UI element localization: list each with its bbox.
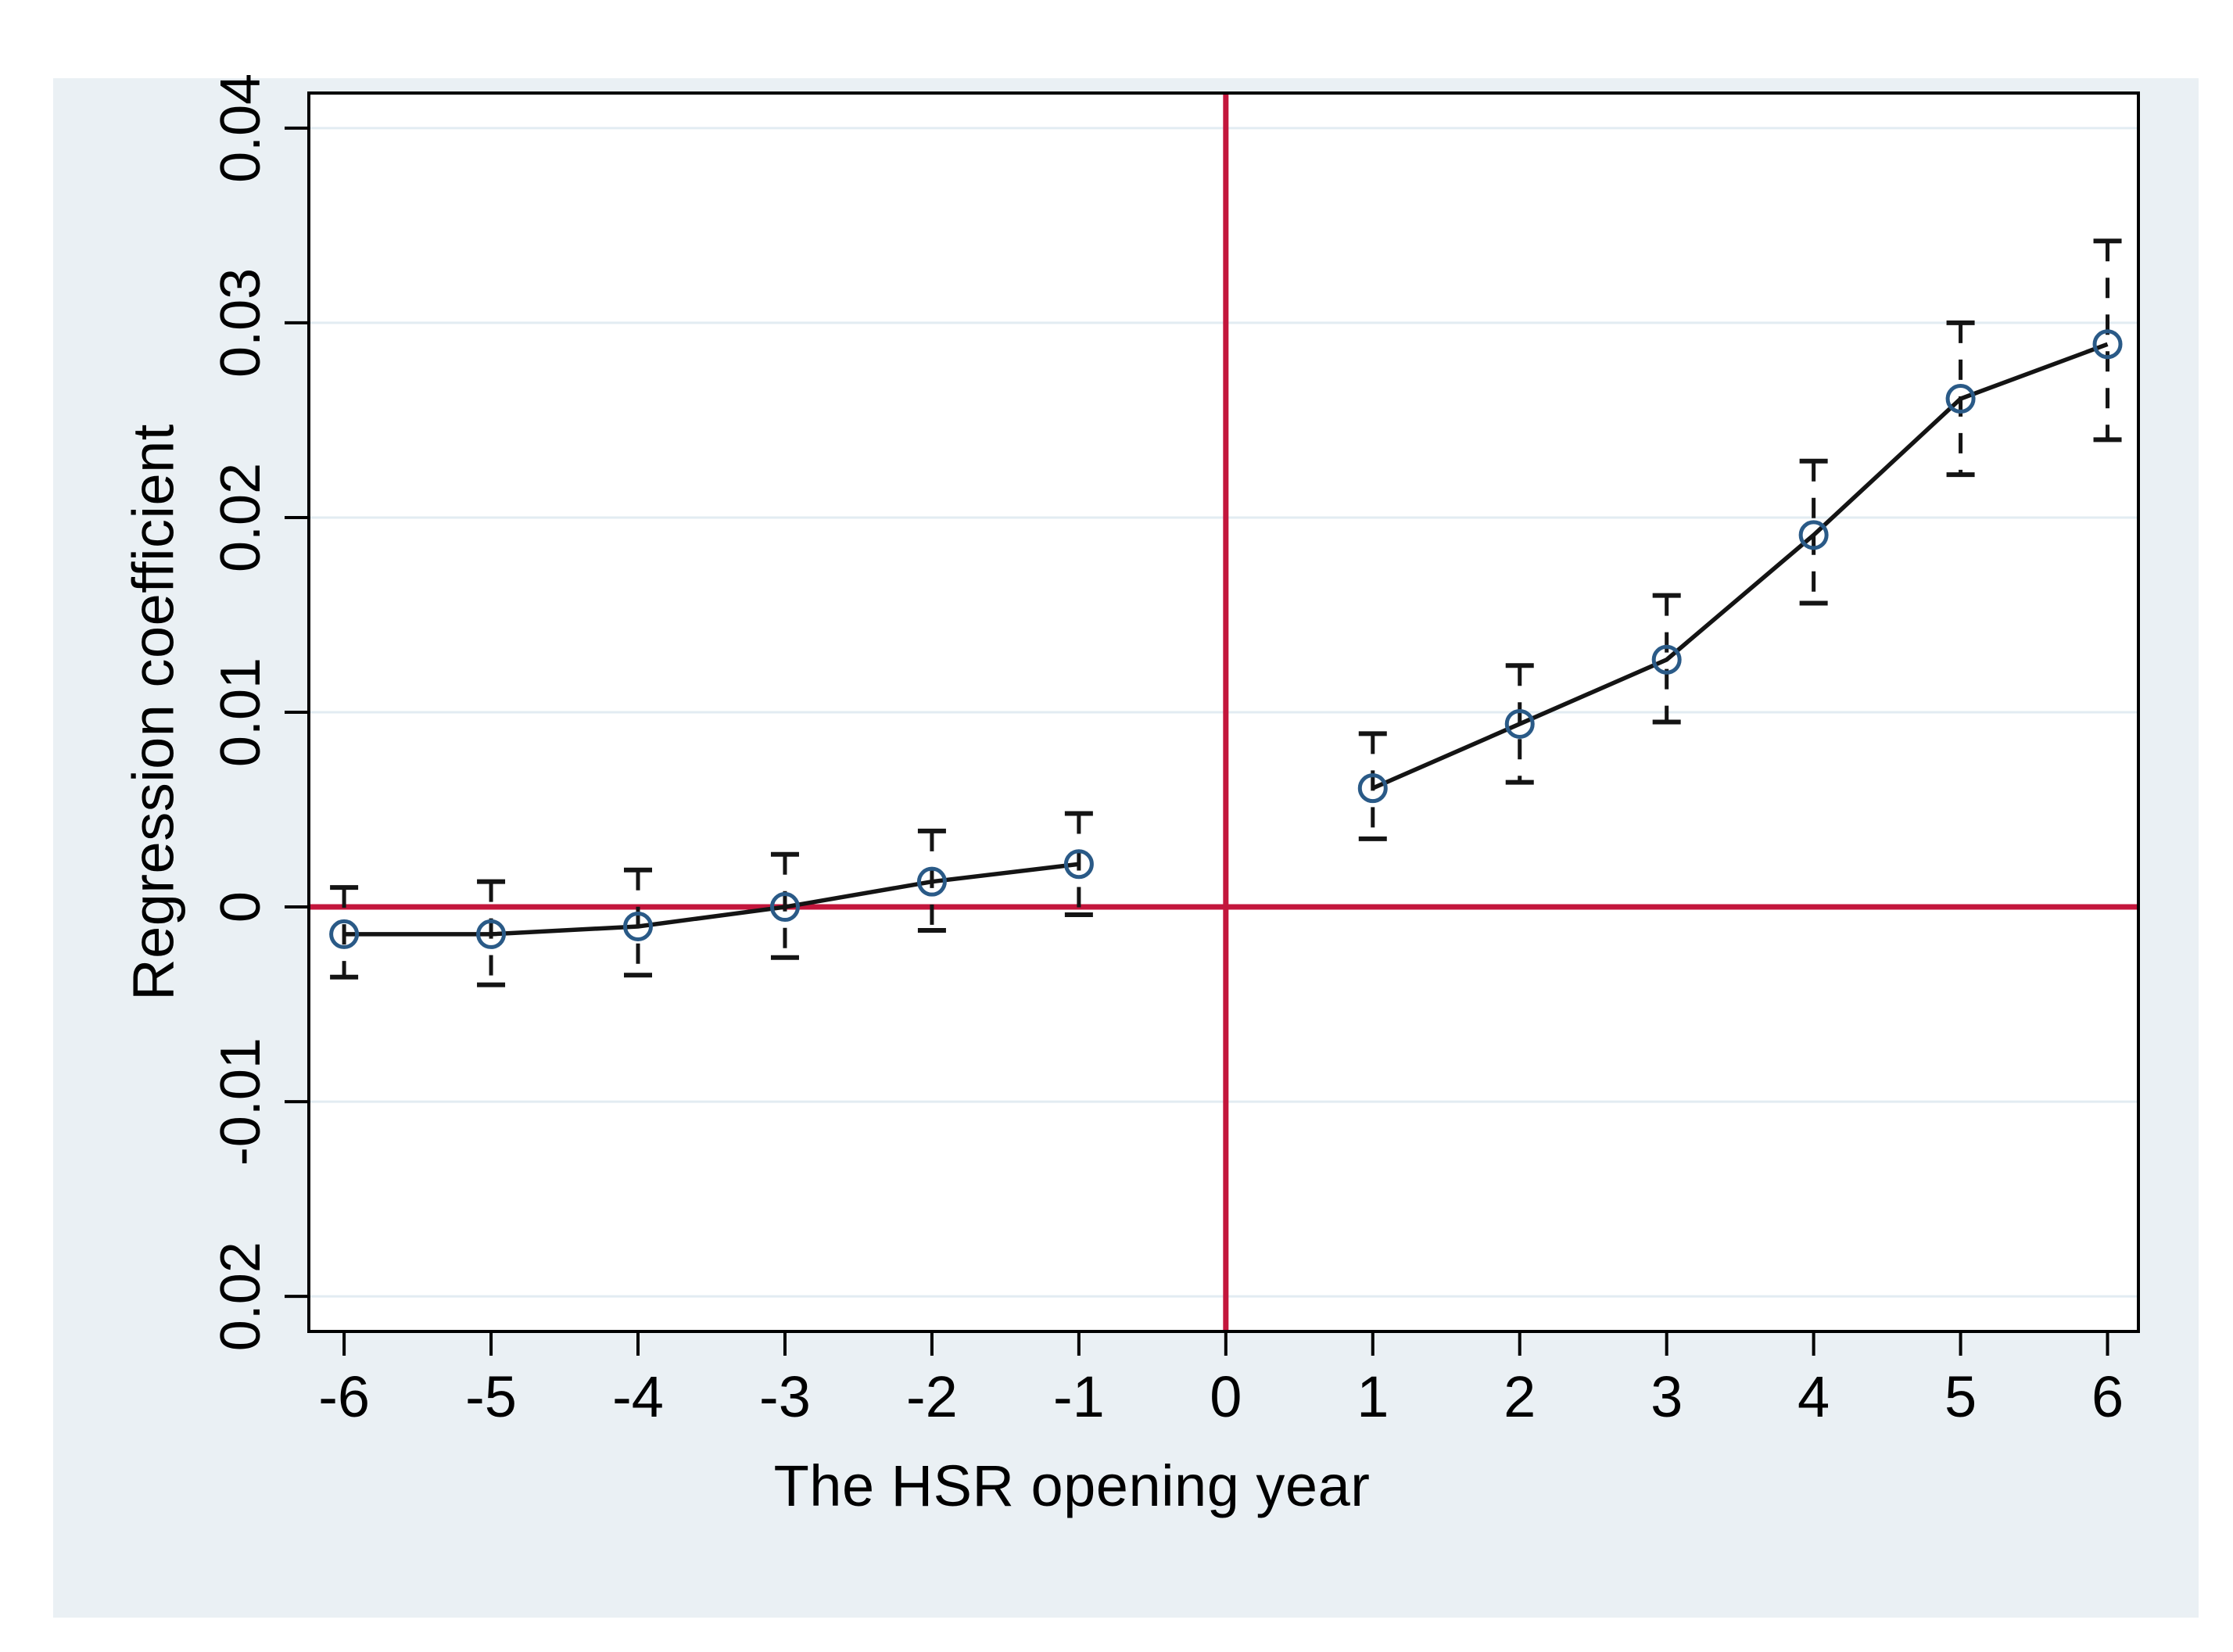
series-line-pre-HSR-opening bbox=[344, 862, 1080, 937]
x-tick-label: 3 bbox=[1651, 1364, 1683, 1429]
x-tick-label: -1 bbox=[1053, 1364, 1105, 1429]
data-marker bbox=[1945, 384, 1976, 414]
data-marker bbox=[329, 919, 360, 949]
y-tick-label: 0.04 bbox=[210, 73, 272, 183]
y-tick-label: 0.02 bbox=[210, 1242, 272, 1351]
x-axis-title: The HSR opening year bbox=[773, 1453, 1371, 1518]
plot-frame bbox=[307, 91, 2140, 1333]
y-tick-label: 0.01 bbox=[210, 658, 272, 767]
data-marker bbox=[476, 919, 507, 949]
y-tick-label: -0.01 bbox=[210, 1037, 272, 1166]
y-tick-label: 0 bbox=[210, 891, 272, 923]
data-marker bbox=[1357, 773, 1388, 804]
x-tick-label: 4 bbox=[1798, 1364, 1830, 1429]
x-tick-label: 0 bbox=[1210, 1364, 1242, 1429]
data-marker bbox=[1798, 520, 1829, 550]
x-tick-label: 1 bbox=[1357, 1364, 1389, 1429]
x-tick-label: -6 bbox=[318, 1364, 370, 1429]
data-marker bbox=[2092, 329, 2123, 360]
series-line-post-HSR-opening bbox=[1371, 342, 2109, 790]
data-marker bbox=[769, 892, 800, 923]
y-axis-title-text: Regression coefficient bbox=[120, 424, 186, 1001]
y-tick-label: 0.02 bbox=[210, 463, 272, 572]
x-tick-label: 2 bbox=[1504, 1364, 1536, 1429]
y-tick-label: 0.03 bbox=[210, 268, 272, 378]
x-tick-label: -3 bbox=[759, 1364, 811, 1429]
data-marker bbox=[623, 911, 654, 941]
x-tick-label: -4 bbox=[612, 1364, 664, 1429]
data-marker bbox=[1504, 708, 1535, 739]
data-marker bbox=[916, 866, 947, 897]
data-marker bbox=[1063, 849, 1094, 880]
x-tick-label: 6 bbox=[2091, 1364, 2124, 1429]
x-tick-label: -2 bbox=[906, 1364, 958, 1429]
x-tick-label: -5 bbox=[465, 1364, 517, 1429]
x-tick-label: 5 bbox=[1944, 1364, 1977, 1429]
data-marker bbox=[1651, 644, 1682, 675]
